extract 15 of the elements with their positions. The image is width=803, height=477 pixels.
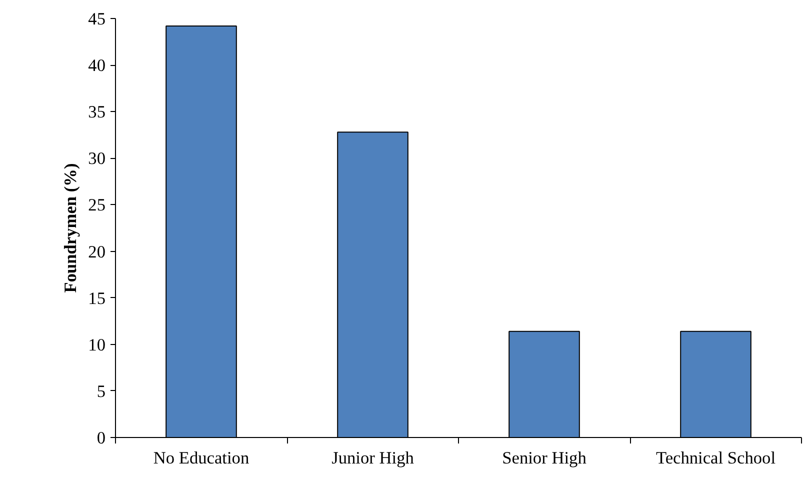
x-tick-label: Technical School bbox=[656, 448, 776, 468]
y-tick-label: 30 bbox=[88, 149, 106, 168]
y-tick-label: 40 bbox=[88, 56, 106, 76]
y-tick-label: 10 bbox=[88, 335, 106, 354]
y-axis-title: Foundrymen (%) bbox=[61, 163, 80, 293]
y-tick-label: 35 bbox=[88, 102, 106, 122]
y-tick-label: 25 bbox=[88, 196, 106, 215]
y-tick-label: 45 bbox=[88, 10, 106, 28]
y-tick-label: 0 bbox=[96, 428, 106, 448]
y-tick-label: 20 bbox=[88, 242, 106, 262]
y-tick-label: 5 bbox=[96, 382, 106, 401]
x-tick-label: No Education bbox=[153, 448, 250, 468]
x-tick-label: Senior High bbox=[502, 448, 587, 468]
x-tick-label: Junior High bbox=[332, 448, 414, 468]
y-tick-label: 15 bbox=[88, 288, 106, 308]
